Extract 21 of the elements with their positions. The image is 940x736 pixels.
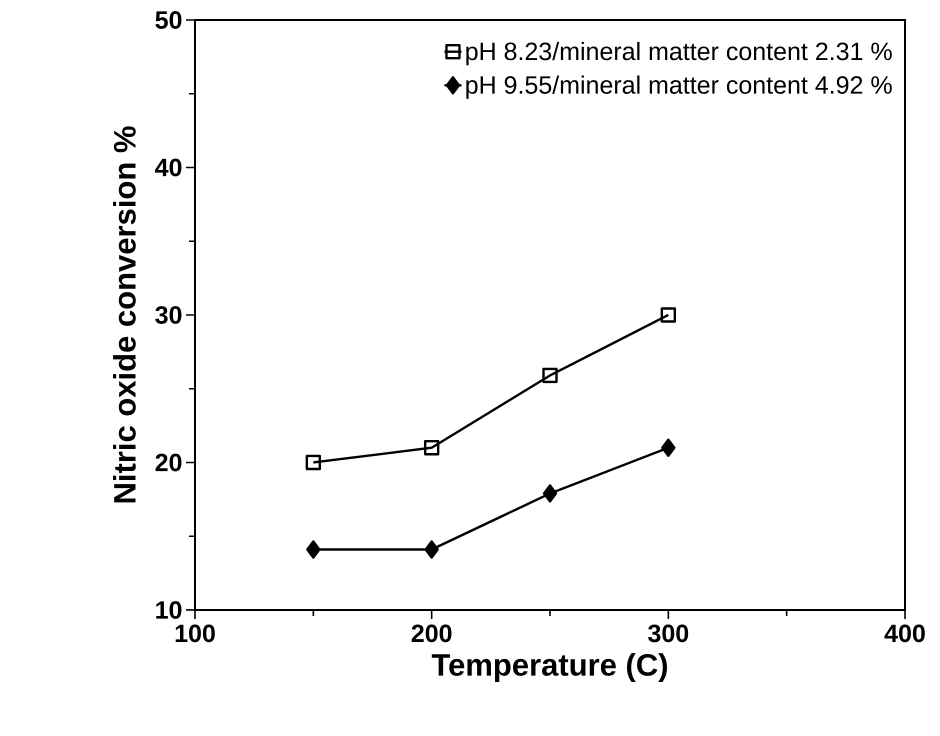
y-tick-label: 10: [156, 601, 182, 619]
point: [661, 438, 676, 457]
legend-label: pH 8.23/mineral matter content 2.31 %: [466, 42, 892, 66]
point: [542, 484, 558, 503]
point: [424, 540, 439, 559]
x-tick-label: 100: [176, 624, 215, 642]
point: [306, 454, 322, 470]
y-tick-label: 50: [155, 11, 182, 29]
legend-label: pH 9.55/mineral matter content 4.92 %: [466, 76, 892, 99]
x-axis-title: Temperature (C): [432, 653, 667, 682]
y-axis-title: Nitric oxide conversion %: [113, 126, 136, 502]
y-tick-label: 20: [156, 454, 182, 472]
point: [542, 368, 558, 384]
y-tick-label: 40: [155, 158, 182, 176]
point: [660, 307, 676, 323]
point: [306, 540, 321, 559]
point: [424, 440, 440, 456]
x-tick-label: 300: [648, 624, 688, 642]
x-tick-label: 400: [884, 624, 925, 642]
x-tick-label: 200: [412, 624, 452, 642]
y-tick-label: 30: [155, 306, 182, 324]
